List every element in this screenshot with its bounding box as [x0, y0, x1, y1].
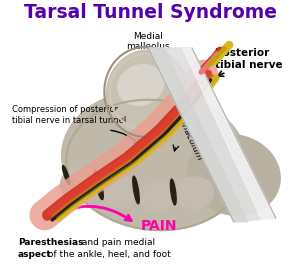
Polygon shape [148, 48, 248, 222]
Ellipse shape [94, 171, 103, 200]
Polygon shape [148, 48, 276, 222]
Ellipse shape [62, 165, 70, 184]
Text: Compression of posterior
tibial nerve in tarsal tunnel: Compression of posterior tibial nerve in… [12, 105, 126, 125]
Ellipse shape [62, 90, 248, 230]
Text: Posterior
tibial nerve: Posterior tibial nerve [215, 48, 283, 70]
Text: of the ankle, heel, and foot: of the ankle, heel, and foot [45, 250, 170, 259]
Ellipse shape [61, 168, 100, 202]
Text: aspect: aspect [18, 250, 52, 259]
Text: Tarsal Tunnel Syndrome: Tarsal Tunnel Syndrome [23, 3, 277, 23]
Text: Paresthesias: Paresthesias [18, 238, 83, 247]
Ellipse shape [176, 177, 213, 209]
Text: PAIN: PAIN [141, 219, 178, 233]
Ellipse shape [133, 176, 139, 204]
Ellipse shape [106, 50, 190, 140]
Text: Medial
malleolus: Medial malleolus [126, 32, 170, 51]
Text: and pain medial: and pain medial [79, 238, 155, 247]
Ellipse shape [188, 135, 280, 215]
Ellipse shape [103, 176, 138, 208]
Ellipse shape [140, 181, 175, 211]
Text: Flexor
Retinaculum: Flexor Retinaculum [172, 102, 214, 162]
Ellipse shape [118, 65, 164, 105]
Polygon shape [183, 48, 276, 220]
Ellipse shape [170, 179, 176, 205]
